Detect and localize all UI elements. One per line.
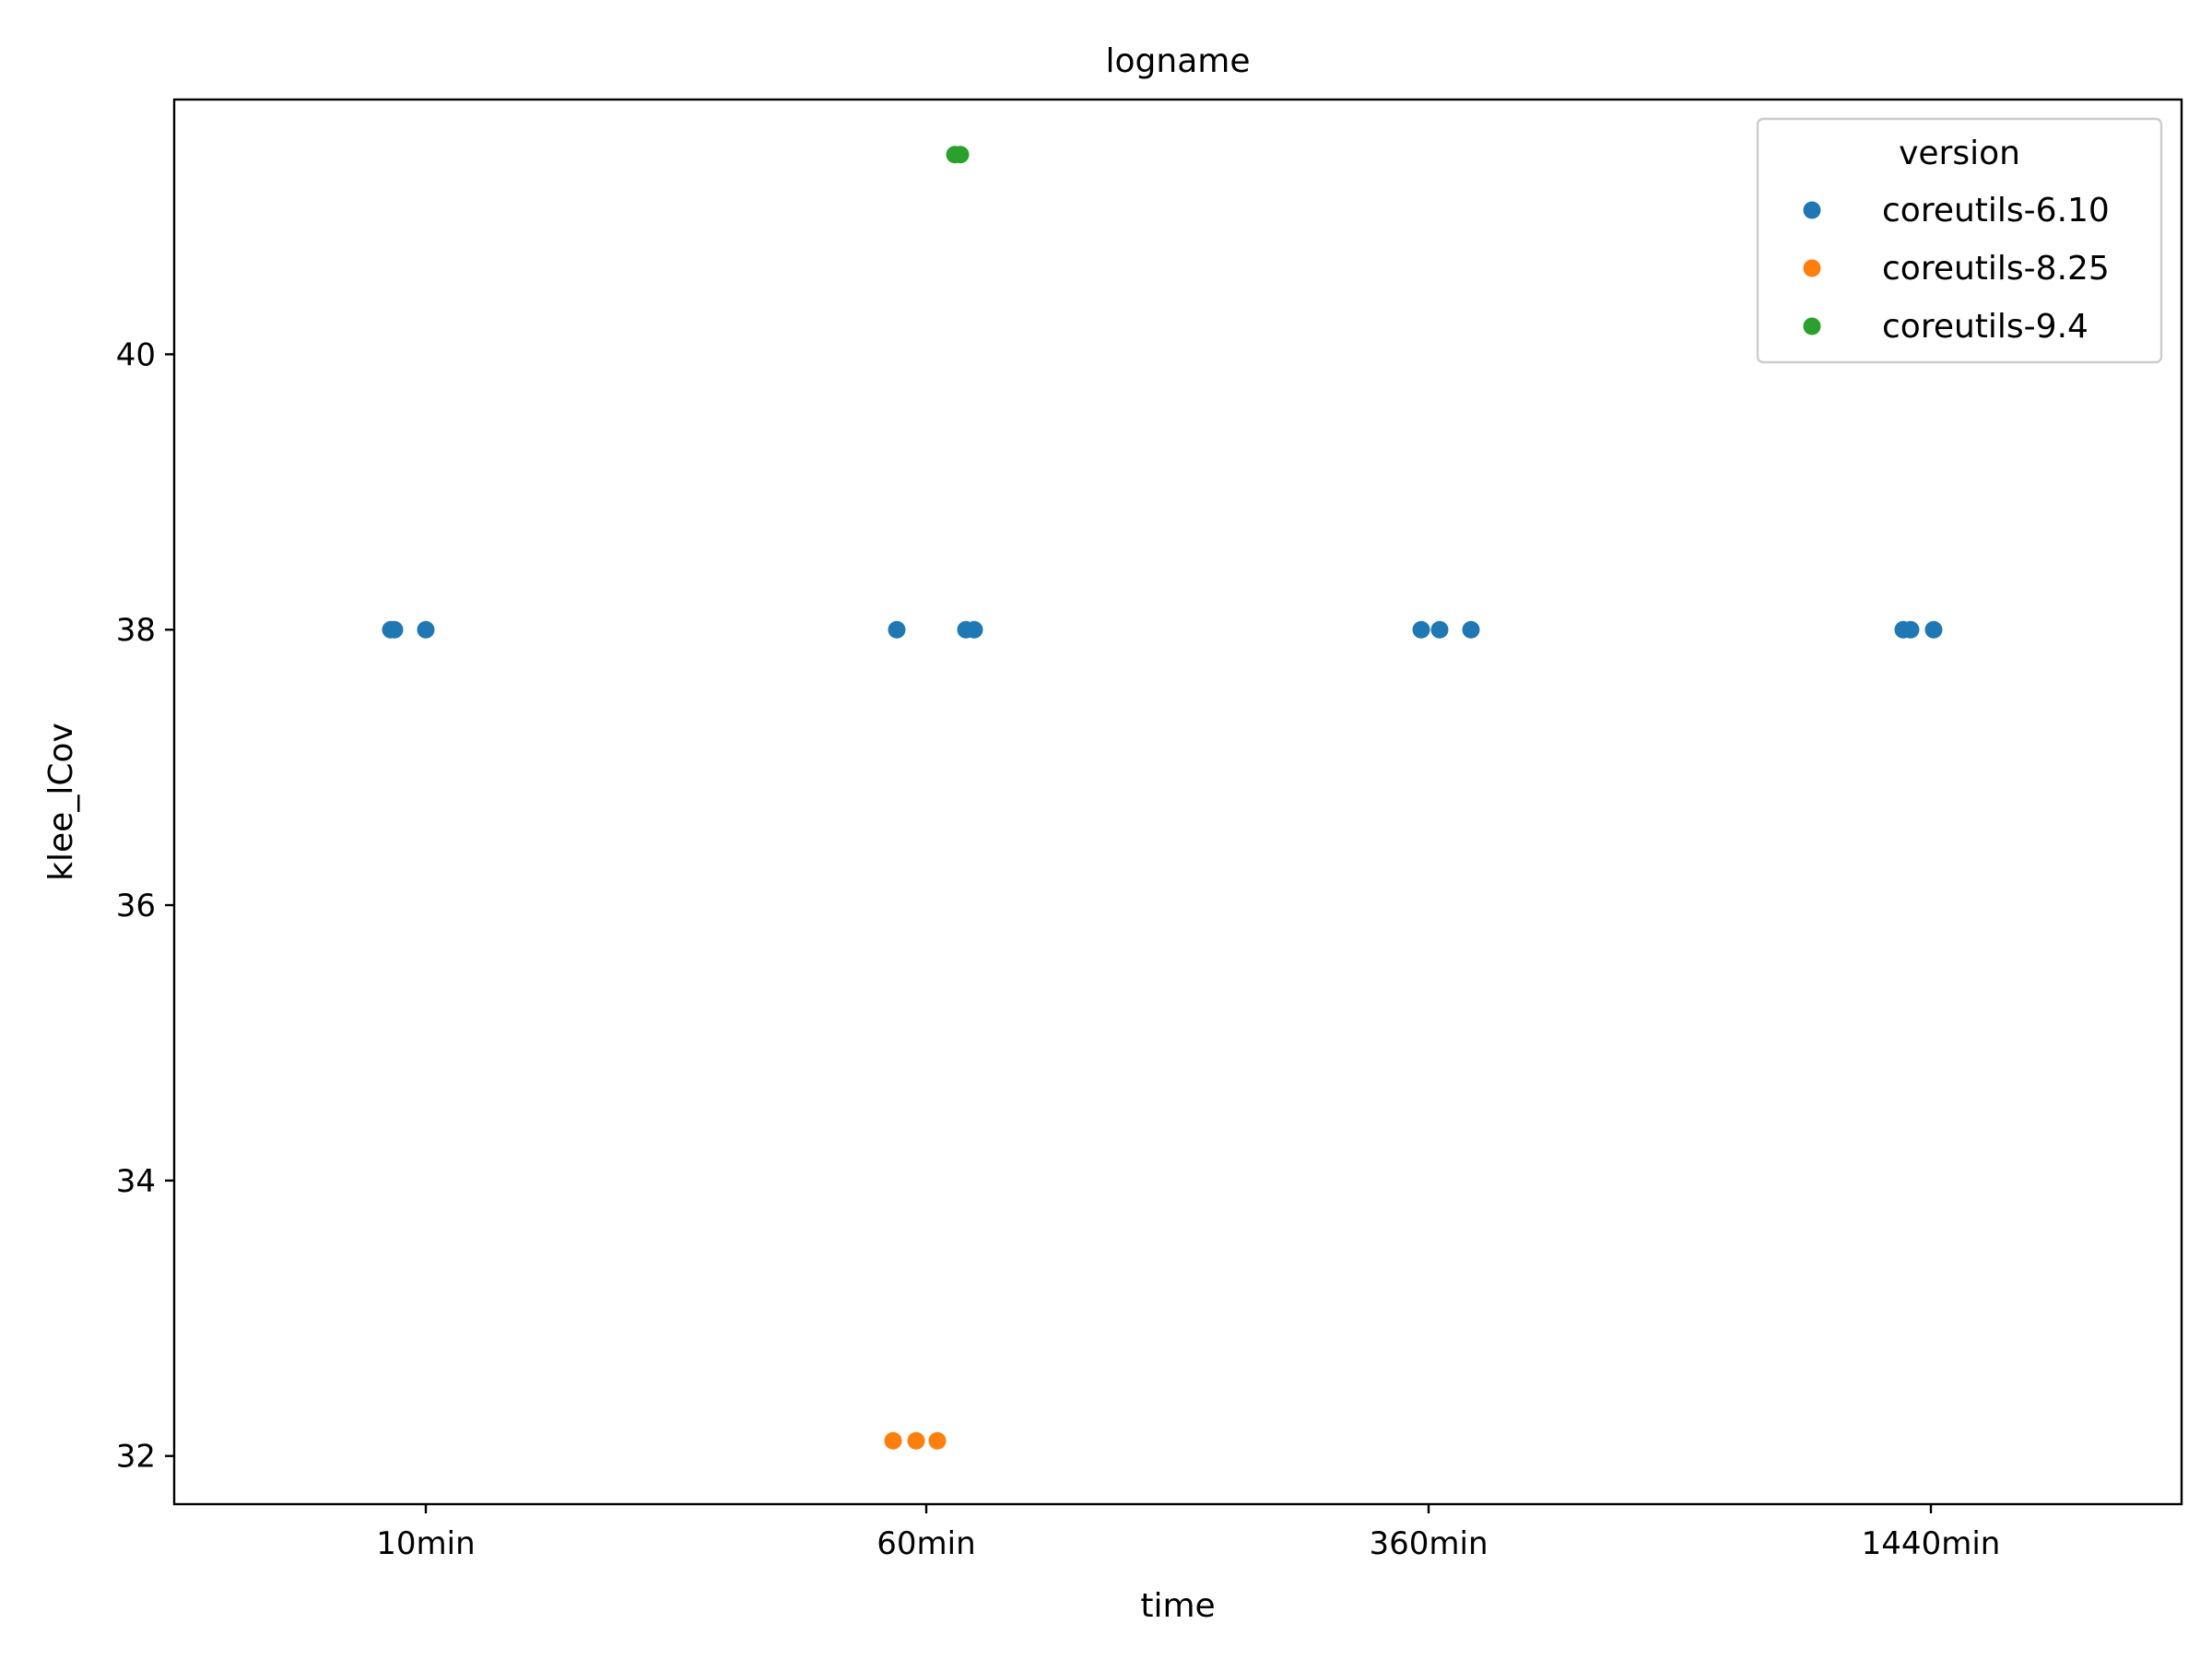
legend-title: version: [1899, 135, 2020, 172]
data-point: [417, 620, 435, 639]
legend-entry-label: coreutils-6.10: [1882, 192, 2110, 229]
data-point: [884, 1431, 902, 1450]
plot-area-frame: [172, 98, 2183, 1506]
x-axis-label: time: [1140, 1587, 1215, 1625]
x-axis-ticks: 10min 60min 360min 1440min: [376, 1504, 2000, 1562]
data-point: [888, 620, 906, 639]
x-tick-label: 1440min: [1862, 1525, 2001, 1562]
y-tick-label: 40: [116, 336, 156, 373]
legend-entry-label: coreutils-8.25: [1882, 250, 2110, 288]
legend-entry-label: coreutils-9.4: [1882, 308, 2088, 346]
data-point: [907, 1431, 925, 1450]
chart-title: logname: [1106, 42, 1251, 80]
legend-marker: [1803, 201, 1821, 219]
data-point: [928, 1431, 947, 1450]
data-point: [1901, 620, 1920, 639]
data-point: [1430, 620, 1449, 639]
y-tick-label: 34: [116, 1163, 156, 1200]
data-point: [385, 620, 404, 639]
data-point: [1412, 620, 1430, 639]
y-tick-label: 36: [116, 888, 156, 924]
y-axis-ticks: 32 34 36 38 40: [116, 336, 174, 1476]
data-point: [965, 620, 983, 639]
y-tick-label: 32: [116, 1439, 156, 1476]
legend-marker: [1803, 259, 1821, 277]
data-point: [1924, 620, 1943, 639]
legend: version coreutils-6.10 coreutils-8.25 coreu…: [1756, 117, 2163, 364]
x-tick-label: 60min: [877, 1525, 975, 1562]
y-tick-label: 38: [116, 612, 156, 649]
x-tick-label: 10min: [376, 1525, 475, 1562]
legend-marker: [1803, 317, 1821, 335]
y-axis-label: klee_lCov: [42, 723, 80, 881]
data-point: [1462, 620, 1480, 639]
legend-box: [1756, 117, 2163, 364]
scatter-points: [382, 146, 1943, 1450]
data-point: [951, 146, 970, 164]
x-tick-label: 360min: [1369, 1525, 1488, 1562]
